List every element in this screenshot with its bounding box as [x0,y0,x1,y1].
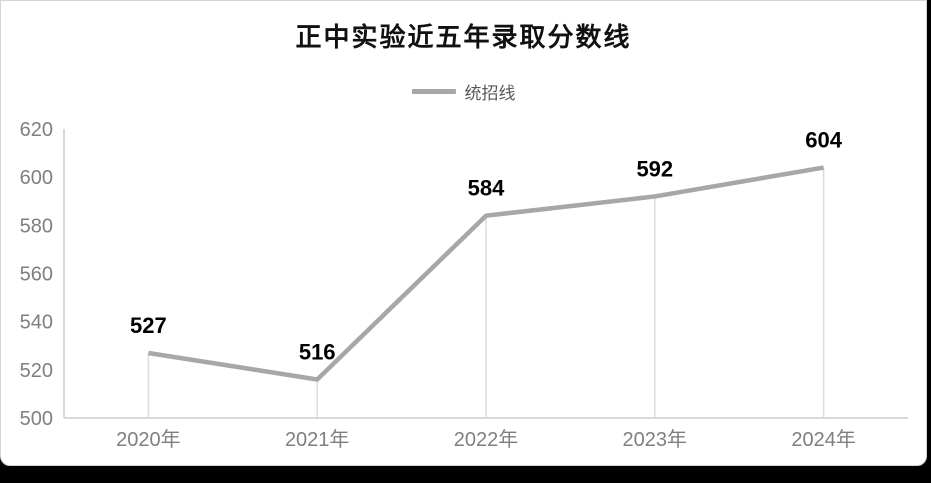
legend-item[interactable]: 统招线 [1,79,926,104]
y-tick-label: 520 [20,360,53,382]
legend-line-swatch-icon [411,89,456,94]
data-point-label: 584 [468,176,505,201]
x-tick-label: 2021年 [285,428,350,451]
y-tick-label: 560 [20,264,53,286]
y-tick-label: 500 [20,408,53,430]
data-point-label: 592 [636,156,673,181]
data-point-label: 604 [805,128,842,153]
chart-card: 正中实验近五年录取分数线 统招线 500 520 540 560 580 600 620 20… [0,0,927,466]
y-tick-label: 620 [20,119,53,141]
data-point-label: 527 [130,313,167,338]
y-tick-label: 600 [20,167,53,189]
series-line [148,165,824,382]
line-chart-plot: 500 520 540 560 580 600 620 2020年 2021年 2022年 2023… [20,119,908,451]
data-point-label: 516 [299,339,336,364]
y-tick-label: 540 [20,312,53,334]
chart-title: 正中实验近五年录取分数线 [295,22,632,52]
x-tick-label: 2024年 [791,428,856,451]
x-tick-label: 2022年 [454,428,519,451]
x-tick-label: 2023年 [623,428,688,451]
legend-label: 统招线 [464,84,516,103]
y-tick-label: 580 [20,215,53,237]
x-tick-label: 2020年 [116,428,181,451]
